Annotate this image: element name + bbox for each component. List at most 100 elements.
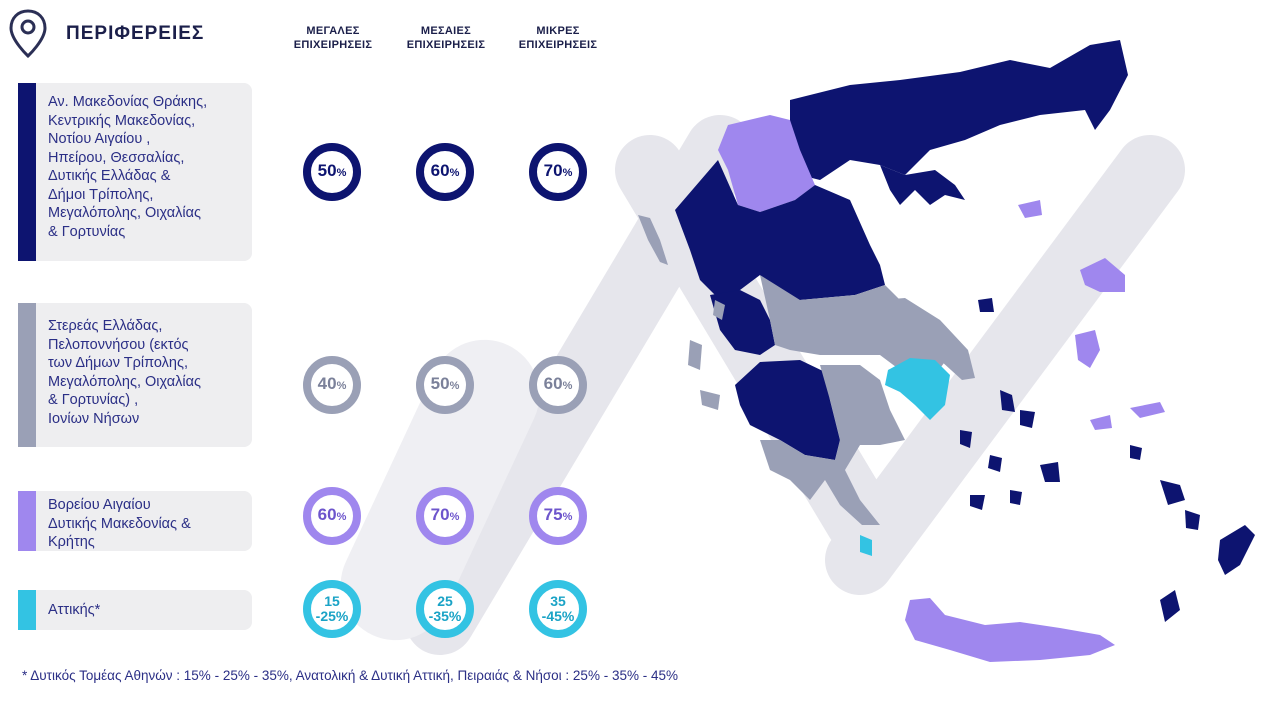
value: 75	[543, 505, 563, 524]
percentage-circle: 70%	[529, 143, 587, 201]
region-label: Αττικής*	[48, 601, 100, 620]
unit: %	[562, 511, 573, 523]
map-region-north-aegean	[1075, 330, 1100, 368]
region-label-line: Ηπείρου, Θεσσαλίας,	[48, 149, 185, 166]
footnote: * Δυτικός Τομέας Αθηνών : 15% - 25% - 35…	[22, 668, 678, 683]
region-label-line: Πελοποννήσου (εκτός	[48, 336, 189, 353]
column-header-line: ΕΠΙΧΕΙΡΗΣΕΙΣ	[406, 39, 486, 51]
map-pin-icon	[9, 9, 47, 59]
region-group-navy: Αν. Μακεδονίας Θράκης, Κεντρικής Μακεδον…	[18, 83, 252, 261]
map-region-north-aegean	[1018, 200, 1042, 218]
map-region-epirus-thessaly	[675, 160, 885, 300]
unit: %	[449, 511, 460, 523]
value-bottom: -25%	[315, 608, 349, 624]
value-top: 15	[324, 593, 340, 609]
value-bottom: -35%	[428, 608, 462, 624]
value: 60	[543, 374, 563, 393]
percentage-circle: 75%	[529, 487, 587, 545]
map-region-ionian-islands	[713, 300, 725, 320]
unit: %	[562, 167, 573, 179]
value: 40	[317, 374, 337, 393]
color-bar	[18, 590, 36, 630]
region-label-line: Δυτικής Ελλάδας &	[48, 168, 171, 184]
map-region-macedonia-thrace	[790, 40, 1128, 180]
region-group-cyan: Αττικής*	[18, 590, 252, 630]
map-region-ionian-islands	[688, 340, 702, 370]
column-header-large: ΜΕΓΑΛΕΣ ΕΠΙΧΕΙΡΗΣΕΙΣ	[278, 24, 388, 52]
region-group-purple: Βορείου Αιγαίου Δυτικής Μακεδονίας & Κρή…	[18, 491, 252, 551]
value: 70	[430, 505, 450, 524]
map-region-west-macedonia	[718, 115, 815, 212]
region-label-line: Δυτικής Μακεδονίας &	[48, 515, 191, 532]
value: 50	[430, 374, 450, 393]
unit: %	[449, 380, 460, 392]
map-region-north-aegean	[1080, 258, 1125, 292]
percentage-circle: 70%	[416, 487, 474, 545]
region-label: Αν. Μακεδονίας Θράκης, Κεντρικής Μακεδον…	[48, 93, 207, 241]
region-label: Στερεάς Ελλάδας, Πελοποννήσου (εκτός των…	[48, 317, 201, 428]
percentage-circle: 60%	[416, 143, 474, 201]
map-region-attica	[885, 358, 950, 420]
map-region-crete	[905, 598, 1115, 662]
percentage-circle: 60%	[303, 487, 361, 545]
region-label-line: Κεντρικής Μακεδονίας,	[48, 112, 196, 129]
map-region-central-greece	[760, 275, 950, 375]
map-region-peloponnese	[760, 365, 905, 525]
region-label-line: Αττικής*	[48, 602, 101, 618]
map-region-west-greece	[710, 290, 775, 355]
value: 60	[430, 161, 450, 180]
unit: %	[336, 167, 347, 179]
region-label-line: Κρήτης	[48, 534, 95, 550]
column-header-line: ΜΕΣΑΙΕΣ	[420, 25, 472, 37]
page-title: ΠΕΡΙΦΕΡΕΙΕΣ	[66, 23, 205, 44]
percentage-circle: 60%	[529, 356, 587, 414]
map-region-north-aegean	[1090, 415, 1112, 430]
map-region-evia	[880, 298, 975, 380]
region-label-line: Μεγαλόπολης, Οιχαλίας	[48, 205, 201, 221]
unit: %	[562, 380, 573, 392]
region-label-line: Βορείου Αιγαίου	[48, 497, 151, 513]
region-label-line: Αν. Μακεδονίας Θράκης,	[48, 94, 208, 110]
value: 50	[317, 161, 337, 180]
map-region-corfu	[638, 215, 668, 265]
region-label-line: των Δήμων Τρίπολης,	[48, 355, 189, 371]
color-bar	[18, 303, 36, 447]
column-header-line: ΕΠΙΧΕΙΡΗΣΕΙΣ	[518, 39, 598, 51]
value-top: 25	[437, 593, 453, 609]
percentage-circle: 40%	[303, 356, 361, 414]
region-label-line: Νοτίου Αιγαίου ,	[48, 131, 151, 147]
unit: %	[336, 511, 347, 523]
percentage-circle: 15 -25%	[303, 580, 361, 638]
region-label-line: Στερεάς Ελλάδας,	[48, 318, 163, 334]
value-top: 35	[550, 593, 566, 609]
region-label-line: Ιονίων Νήσων	[48, 410, 140, 427]
percentage-circle: 35 -45%	[529, 580, 587, 638]
map-region-kythira	[860, 535, 872, 556]
column-header-line: ΜΙΚΡΕΣ	[536, 25, 580, 37]
value-bottom: -45%	[541, 608, 575, 624]
region-label: Βορείου Αιγαίου Δυτικής Μακεδονίας & Κρή…	[48, 496, 191, 552]
column-header-small: ΜΙΚΡΕΣ ΕΠΙΧΕΙΡΗΣΕΙΣ	[503, 24, 613, 52]
value: 60	[317, 505, 337, 524]
percentage-circle: 50%	[303, 143, 361, 201]
unit: %	[449, 167, 460, 179]
color-bar	[18, 491, 36, 551]
column-header-medium: ΜΕΣΑΙΕΣ ΕΠΙΧΕΙΡΗΣΕΙΣ	[391, 24, 501, 52]
percentage-circle: 50%	[416, 356, 474, 414]
unit: %	[336, 380, 347, 392]
column-header-line: ΜΕΓΑΛΕΣ	[306, 25, 360, 37]
region-label-line: & Γορτυνίας) ,	[48, 392, 139, 408]
map-region-north-aegean	[1130, 402, 1165, 418]
value: 70	[543, 161, 563, 180]
column-header-line: ΕΠΙΧΕΙΡΗΣΕΙΣ	[293, 39, 373, 51]
map-region-chalkidiki	[880, 165, 965, 205]
map-region-peloponnese-west	[735, 360, 840, 460]
region-label-line: Μεγαλόπολης, Οιχαλίας	[48, 373, 201, 390]
map-region-ionian-islands	[700, 390, 720, 410]
color-bar	[18, 83, 36, 261]
greece-map	[638, 40, 1255, 662]
percentage-circle: 25 -35%	[416, 580, 474, 638]
region-group-gray: Στερεάς Ελλάδας, Πελοποννήσου (εκτός των…	[18, 303, 252, 447]
region-label-line: & Γορτυνίας	[48, 223, 126, 240]
map-region-south-aegean	[960, 298, 1255, 622]
